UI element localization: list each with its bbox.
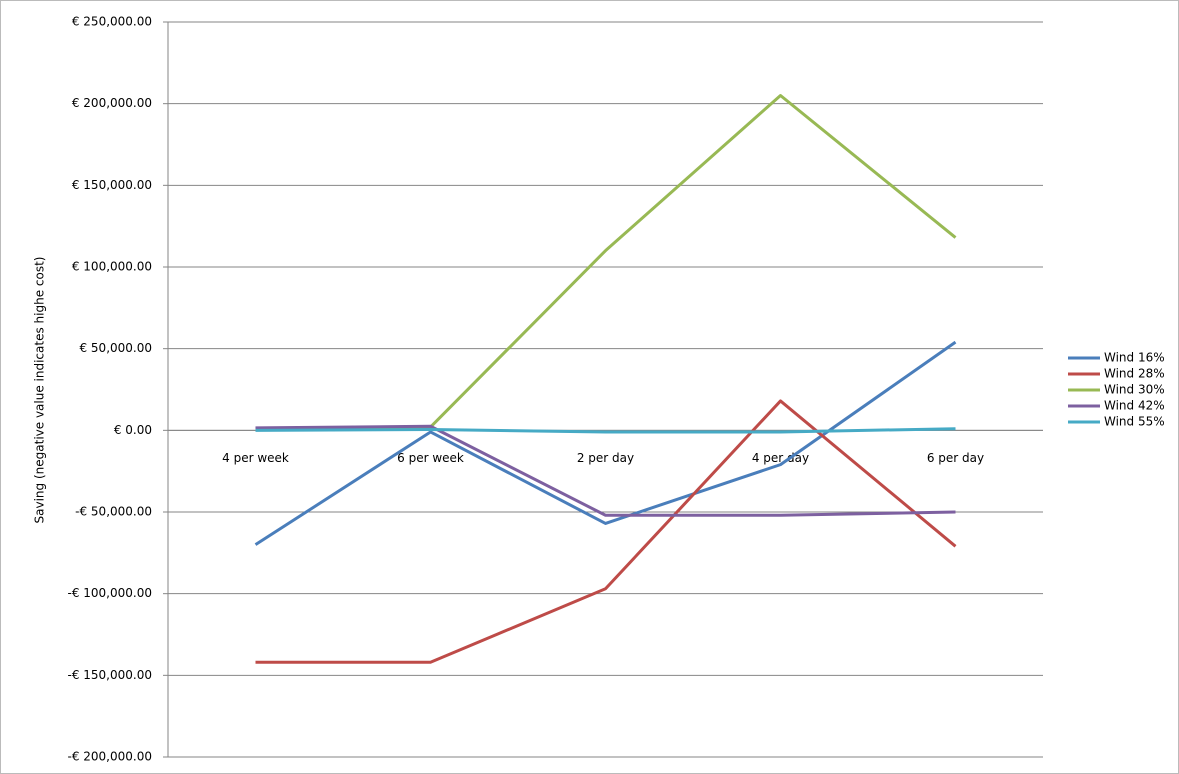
y-tick-label: € 150,000.00 [72,178,152,192]
legend-label: Wind 30% [1104,383,1165,397]
legend-label: Wind 42% [1104,399,1165,413]
series-line [255,399,957,664]
x-tick-label: 6 per week [397,451,464,465]
y-tick-label: € 250,000.00 [72,15,152,29]
series-line [255,427,956,434]
x-tick-label: 4 per week [222,451,289,465]
y-axis-title: Saving (negative value indicates highe c… [33,257,47,524]
y-tick-label: € 50,000.00 [79,341,152,355]
y-tick-label: € 0.00 [114,423,152,437]
legend-label: Wind 55% [1104,415,1165,429]
legend-label: Wind 28% [1104,367,1165,381]
legend-label: Wind 16% [1104,351,1165,365]
y-tick-label: -€ 100,000.00 [68,586,153,600]
y-tick-label: -€ 200,000.00 [68,750,153,764]
x-tick-label: 2 per day [577,451,634,465]
x-tick-label: 4 per day [752,451,809,465]
y-tick-label: € 200,000.00 [72,96,152,110]
x-tick-label: 6 per day [927,451,984,465]
series-line [255,424,956,517]
y-tick-label: € 100,000.00 [72,260,152,274]
y-tick-label: -€ 150,000.00 [68,668,153,682]
series-line [254,340,957,546]
y-tick-label: -€ 50,000.00 [75,505,152,519]
